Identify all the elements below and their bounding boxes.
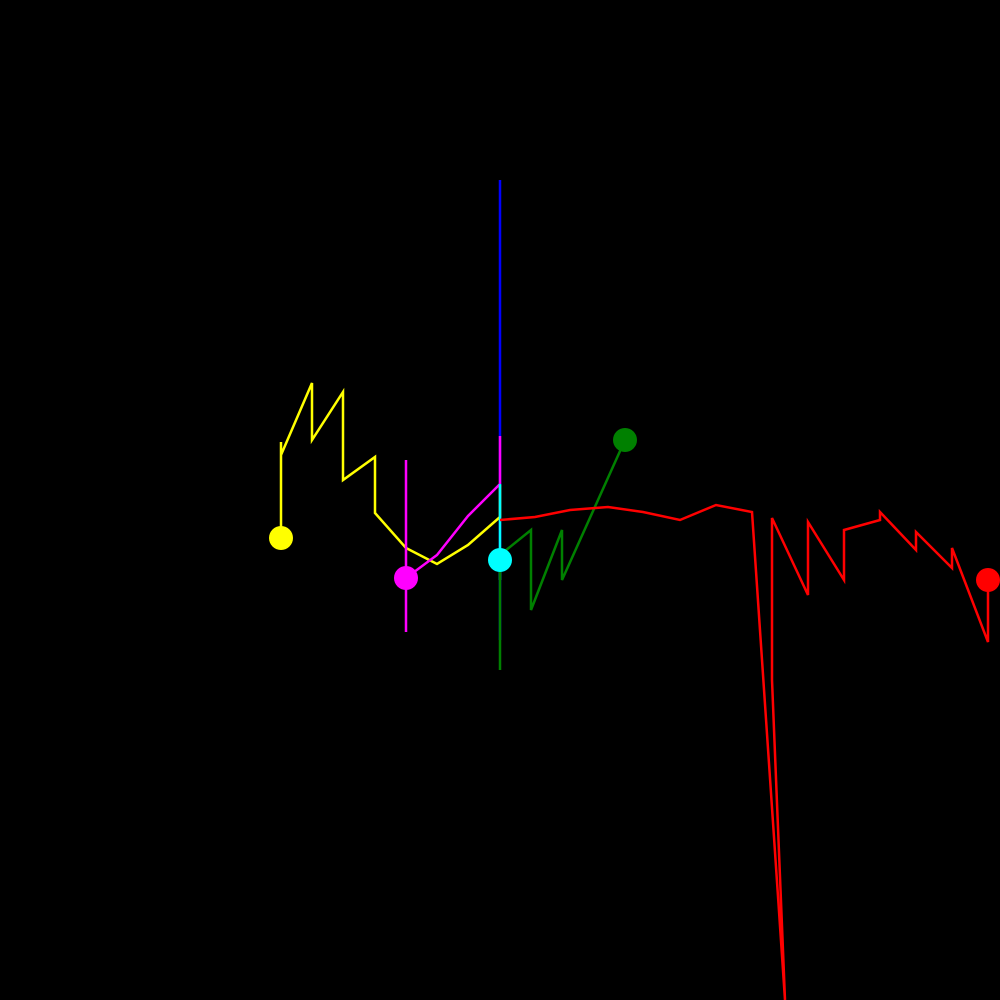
magenta-trace bbox=[404, 436, 502, 632]
green-trace bbox=[498, 439, 627, 670]
yellow-end-marker bbox=[269, 526, 293, 550]
cyan-end-marker bbox=[488, 548, 512, 572]
magenta-end-marker bbox=[394, 566, 418, 590]
red-end-marker bbox=[976, 568, 1000, 592]
yellow-trace bbox=[279, 382, 502, 566]
green-end-marker bbox=[613, 428, 637, 452]
red-trace bbox=[499, 503, 990, 1000]
